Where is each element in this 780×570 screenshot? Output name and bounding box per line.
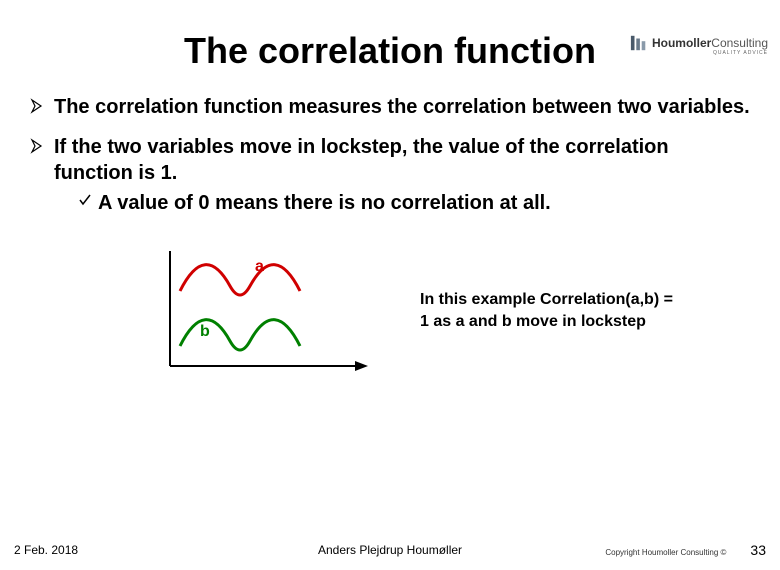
chart-label-b: b	[200, 323, 210, 341]
logo-text: HoumollerConsulting	[652, 36, 768, 50]
bullet-main-text: If the two variables move in lockstep, t…	[54, 136, 669, 184]
bullet-text: If the two variables move in lockstep, t…	[54, 134, 750, 216]
footer-author: Anders Plejdrup Houmøller	[318, 543, 462, 557]
diagram-row: a b In this example Correlation(a,b) = 1…	[150, 246, 750, 376]
footer-right: Copyright Houmoller Consulting © 33	[605, 542, 766, 558]
arrow-icon	[30, 138, 46, 154]
chart-label-a: a	[255, 258, 264, 276]
logo-brand-bold: Houmoller	[652, 36, 711, 50]
curve-a	[180, 265, 300, 295]
sub-bullet-item: A value of 0 means there is no correlati…	[78, 190, 750, 216]
curve-b	[180, 320, 300, 350]
correlation-chart: a b	[150, 246, 380, 376]
footer: 2 Feb. 2018 Anders Plejdrup Houmøller Co…	[0, 542, 780, 558]
x-axis-arrow	[355, 361, 368, 371]
chart-svg	[150, 246, 380, 376]
logo-brand-light: Consulting	[711, 36, 768, 50]
footer-page-number: 33	[750, 542, 766, 558]
chart-explanation: In this example Correlation(a,b) = 1 as …	[420, 289, 680, 332]
bullet-item: The correlation function measures the co…	[30, 94, 750, 120]
arrow-icon	[30, 98, 46, 114]
logo-icon	[630, 34, 648, 52]
logo-tagline: QUALITY ADVICE	[713, 50, 768, 56]
footer-date: 2 Feb. 2018	[14, 543, 78, 557]
check-icon	[78, 193, 92, 207]
footer-copyright: Copyright Houmoller Consulting ©	[605, 548, 726, 557]
sub-bullet-text: A value of 0 means there is no correlati…	[98, 190, 551, 216]
content-area: The correlation function measures the co…	[30, 94, 750, 376]
bullet-item: If the two variables move in lockstep, t…	[30, 134, 750, 216]
bullet-text: The correlation function measures the co…	[54, 94, 750, 120]
